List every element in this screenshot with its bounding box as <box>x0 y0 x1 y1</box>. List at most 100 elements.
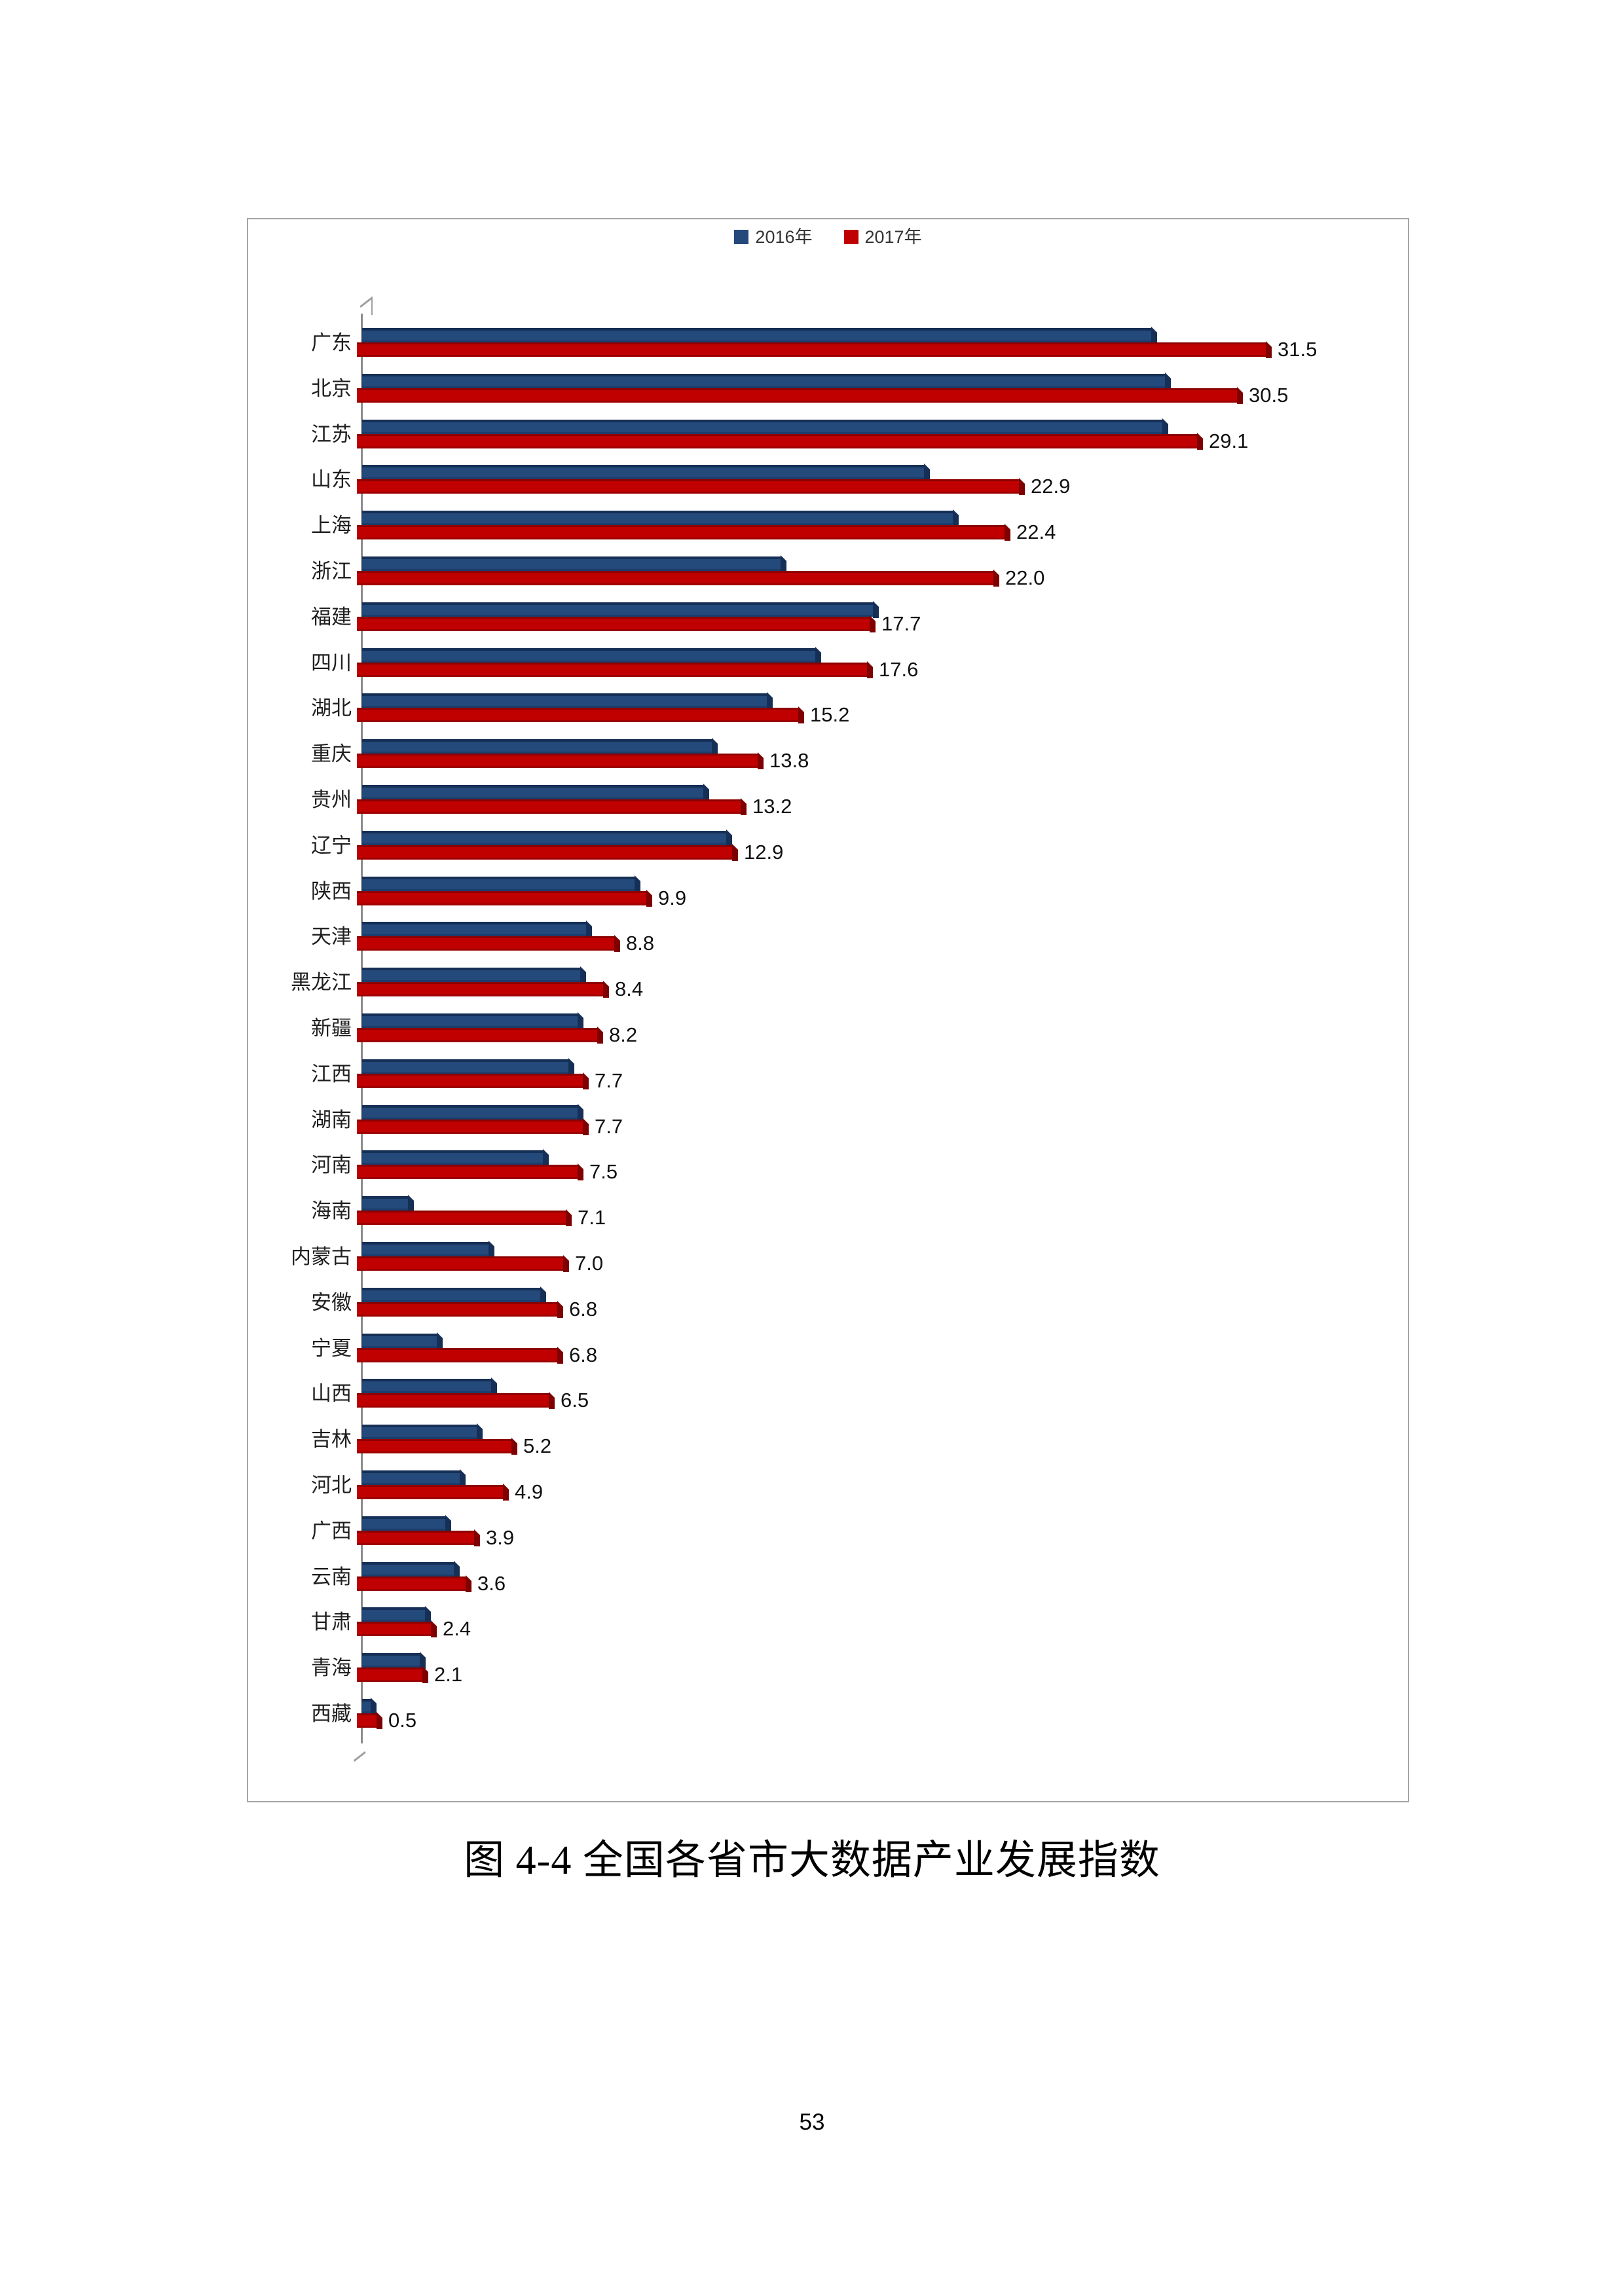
value-label: 3.9 <box>486 1526 515 1549</box>
chart-row: 重庆 13.8 <box>311 738 1384 785</box>
category-label: 河南 <box>311 1154 352 1176</box>
bar-end-cap <box>460 1469 466 1486</box>
bar-2017 <box>357 1392 555 1409</box>
bar-end-cap <box>466 1575 471 1592</box>
value-label: 13.2 <box>752 795 792 818</box>
bar-2016 <box>362 1058 574 1075</box>
bar-end-cap <box>873 601 879 618</box>
bar-end-cap <box>563 1255 569 1272</box>
chart-row: 河南 7.5 <box>311 1149 1384 1196</box>
legend-label-2016: 2016年 <box>755 227 813 247</box>
bar-end-cap <box>781 555 786 572</box>
category-label: 山西 <box>311 1382 352 1405</box>
bar-end-cap <box>540 1286 546 1303</box>
category-label: 福建 <box>311 606 352 629</box>
category-label: 内蒙古 <box>291 1245 352 1268</box>
bar-end-cap <box>578 1012 583 1029</box>
chart-row: 黑龙江 8.4 <box>291 966 1384 1013</box>
value-label: 17.6 <box>879 658 919 681</box>
category-label: 陕西 <box>311 880 352 903</box>
plot-area: 广东 31.5 北京 30.5 江苏 29.1 山东 22.9 上海 22.4 浙江 22.0 福建 17… <box>291 327 1384 1755</box>
bar-end-cap <box>408 1195 414 1212</box>
bar-2016 <box>362 784 709 801</box>
page-number: 53 <box>799 2109 825 2135</box>
bar-end-cap <box>798 706 804 723</box>
bar-end-cap <box>712 738 718 755</box>
chart-row: 福建 17.7 <box>311 601 1384 648</box>
category-label: 宁夏 <box>311 1337 352 1360</box>
bar-end-cap <box>445 1515 451 1532</box>
chart-frame: 2016年 2017年 广东 31.5 北京 30.5 江苏 29.1 山东 22.9 上海 22… <box>247 218 1409 1802</box>
category-label: 天津 <box>311 925 352 948</box>
chart-row: 广东 31.5 <box>311 327 1384 374</box>
bar-end-cap <box>1019 478 1025 495</box>
bar-end-cap <box>503 1484 509 1501</box>
bar-2017 <box>357 478 1025 495</box>
bar-2016 <box>362 1652 426 1669</box>
axis-3d-top-edge <box>360 297 373 308</box>
category-label: 辽宁 <box>311 834 352 857</box>
bar-2017 <box>357 1072 589 1089</box>
bar-end-cap <box>726 829 732 847</box>
bar-end-cap <box>474 1529 480 1546</box>
legend-label-2017: 2017年 <box>864 227 922 247</box>
value-label: 6.8 <box>569 1343 598 1366</box>
bar-end-cap <box>543 1149 549 1166</box>
chart-row: 浙江 22.0 <box>311 555 1384 602</box>
bar-2016 <box>362 601 879 618</box>
bar-2017 <box>357 798 747 815</box>
chart-row: 四川 17.6 <box>311 647 1384 694</box>
category-label: 西藏 <box>311 1702 352 1725</box>
bar-end-cap <box>1005 524 1010 541</box>
bar-2017 <box>357 1255 569 1272</box>
chart-row: 广西 3.9 <box>311 1515 1384 1562</box>
value-label: 2.4 <box>443 1617 471 1640</box>
value-label: 7.7 <box>595 1069 623 1092</box>
category-label: 广东 <box>311 331 352 354</box>
bar-end-cap <box>437 1332 443 1349</box>
bar-2016 <box>362 1332 443 1349</box>
bar-end-cap <box>993 570 999 587</box>
bar-end-cap <box>489 1241 494 1258</box>
bar-2016 <box>362 875 640 892</box>
bar-end-cap <box>477 1423 483 1440</box>
category-label: 重庆 <box>311 742 352 765</box>
bar-end-cap <box>867 661 873 678</box>
legend-item-2016: 2016年 <box>734 227 813 247</box>
chart-row: 云南 3.6 <box>311 1561 1384 1608</box>
bar-2017 <box>357 1027 603 1044</box>
bar-2017 <box>357 890 652 907</box>
chart-row: 江苏 29.1 <box>311 418 1384 465</box>
bar-2017 <box>357 1347 563 1364</box>
category-label: 山东 <box>311 468 352 491</box>
value-label: 22.9 <box>1031 475 1071 498</box>
bar-2016 <box>362 1241 494 1258</box>
chart-row: 湖南 7.7 <box>311 1104 1384 1151</box>
value-label: 3.6 <box>477 1572 506 1595</box>
value-label: 0.5 <box>388 1709 417 1732</box>
bar-2016 <box>362 738 718 755</box>
bar-2017 <box>357 524 1010 541</box>
value-label: 22.4 <box>1016 520 1056 543</box>
bar-end-cap <box>1165 373 1171 390</box>
category-label: 上海 <box>311 514 352 537</box>
value-label: 8.2 <box>609 1023 638 1046</box>
bar-end-cap <box>924 464 930 481</box>
bar-2017 <box>357 1529 480 1546</box>
bar-end-cap <box>568 1058 574 1075</box>
bar-2017 <box>357 1438 517 1455</box>
bar-end-cap <box>732 844 738 861</box>
value-label: 7.5 <box>589 1160 618 1183</box>
bar-2017 <box>357 1163 583 1180</box>
value-label: 31.5 <box>1278 338 1318 361</box>
bar-end-cap <box>583 1072 589 1089</box>
bar-end-cap <box>578 1163 583 1180</box>
category-label: 青海 <box>311 1656 352 1679</box>
value-label: 8.8 <box>626 932 655 955</box>
bar-2016 <box>362 647 821 664</box>
value-label: 7.0 <box>575 1252 604 1275</box>
bar-2016 <box>362 373 1171 390</box>
bar-2016 <box>362 509 959 526</box>
chart-row: 青海 2.1 <box>311 1652 1384 1699</box>
